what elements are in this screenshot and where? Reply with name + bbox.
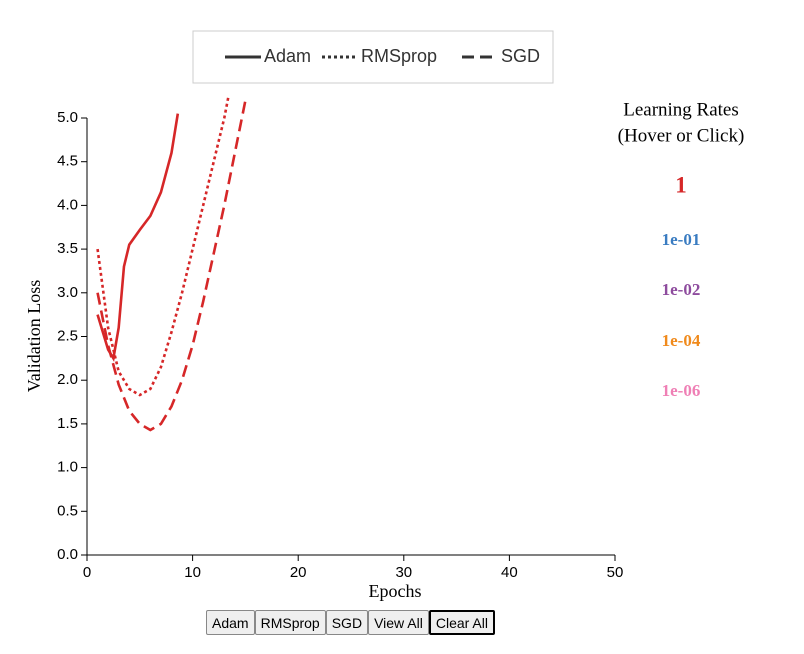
filter-button[interactable]: Adam [206, 610, 255, 635]
filter-button[interactable]: RMSprop [254, 610, 326, 635]
x-tick-label: 20 [290, 564, 307, 581]
y-tick-label: 5.0 [57, 109, 78, 126]
filter-button[interactable]: Clear All [428, 610, 495, 635]
legend-label: Adam [264, 46, 311, 66]
learning-rate-option[interactable]: 1e-04 [662, 331, 701, 350]
y-tick-label: 0.0 [57, 546, 78, 563]
series-line [96, 113, 180, 363]
x-tick-label: 40 [501, 564, 518, 581]
y-tick-label: 2.0 [57, 371, 78, 388]
y-tick-label: 3.5 [57, 240, 78, 257]
y-tick-label: 4.0 [57, 196, 78, 213]
series-line [96, 95, 230, 397]
y-tick-label: 1.0 [57, 459, 78, 476]
x-axis-label: Epochs [369, 581, 422, 601]
plot-lines [96, 95, 247, 432]
y-tick-label: 0.5 [57, 502, 78, 519]
y-tick-label: 3.0 [57, 284, 78, 301]
learning-rate-option[interactable]: 1e-01 [662, 230, 701, 249]
legend-label: SGD [501, 46, 540, 66]
y-tick-label: 4.5 [57, 153, 78, 170]
learning-rate-option[interactable]: 1 [675, 172, 687, 197]
x-tick-label: 50 [607, 564, 624, 581]
x-tick-label: 10 [184, 564, 201, 581]
y-axis-label: Validation Loss [24, 280, 44, 393]
learning-rate-option[interactable]: 1e-06 [662, 381, 701, 400]
panel-title: Learning Rates [623, 99, 739, 120]
legend-label: RMSprop [361, 46, 437, 66]
learning-rate-option[interactable]: 1e-02 [662, 280, 701, 299]
button-bar: Adam RMSprop SGD View All Clear All [206, 610, 495, 635]
panel-subtitle: (Hover or Click) [618, 125, 745, 146]
x-tick-label: 0 [83, 564, 91, 581]
x-tick-label: 30 [395, 564, 412, 581]
filter-button[interactable]: SGD [325, 610, 369, 635]
y-tick-label: 2.5 [57, 327, 78, 344]
y-tick-label: 1.5 [57, 415, 78, 432]
filter-button[interactable]: View All [368, 610, 429, 635]
series-line [96, 100, 247, 432]
